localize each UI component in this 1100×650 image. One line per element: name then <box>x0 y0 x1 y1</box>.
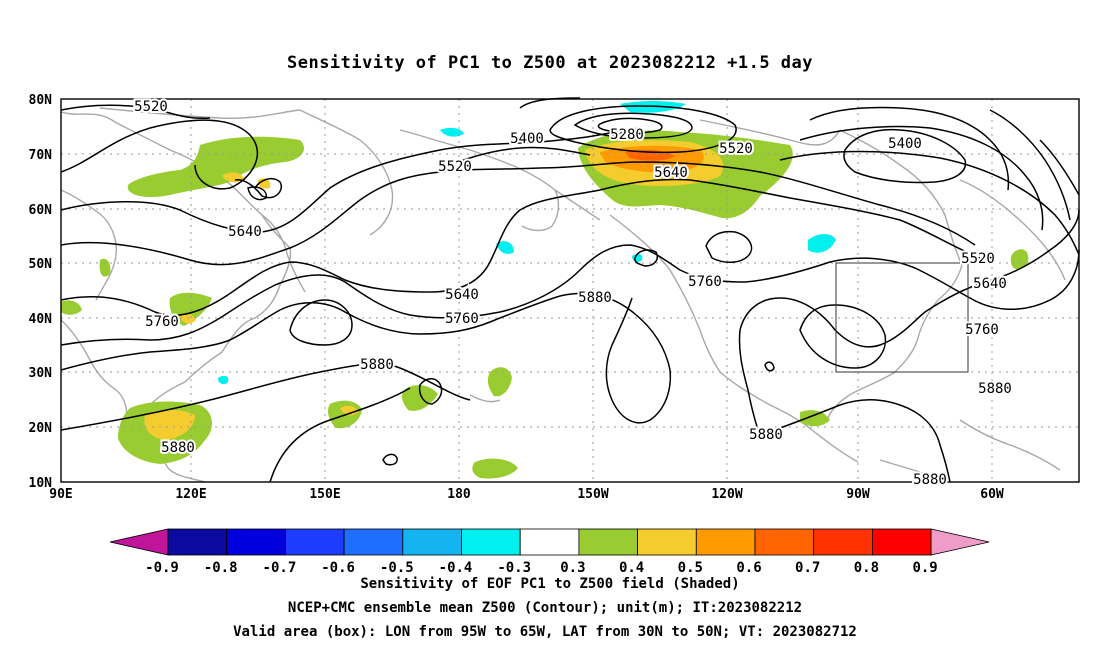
caption-line-1: Sensitivity of EOF PC1 to Z500 field (Sh… <box>360 576 739 592</box>
caption-line-2: NCEP+CMC ensemble mean Z500 (Contour); u… <box>288 600 802 616</box>
shade-cyan-pacific1 <box>440 127 464 137</box>
contour-label: 5400 <box>888 136 922 152</box>
colorbar-tick-label: -0.7 <box>263 560 297 576</box>
colorbar-swatch <box>343 528 404 556</box>
lat-tick-label: 70N <box>29 148 53 163</box>
contour-label: 5520 <box>438 159 472 175</box>
colorbar-labels: -0.9 -0.8 -0.7 -0.6 -0.5 -0.4 -0.3 0.3 0.4 0.5 0.6… <box>145 560 938 576</box>
colorbar-swatch <box>461 528 521 556</box>
shade-cyan-pacific2 <box>496 241 514 254</box>
colorbar-tick-label: -0.3 <box>497 560 531 576</box>
contour-label: 5760 <box>688 274 722 290</box>
lon-tick-label: 180 <box>447 487 471 502</box>
lon-tick-label: 150E <box>309 487 340 502</box>
contour-label: 5880 <box>161 440 195 456</box>
lat-tick-label: 40N <box>29 312 53 327</box>
lon-tick-label: 120W <box>711 487 742 502</box>
lon-tick-label: 90E <box>49 487 72 502</box>
lon-tick-label: 90W <box>846 487 870 502</box>
contour-label: 5400 <box>510 131 544 147</box>
lon-tick-label: 150W <box>577 487 608 502</box>
lon-tick-label: 60W <box>980 487 1004 502</box>
contour-label: 5640 <box>973 276 1007 292</box>
shade-west-green2 <box>61 300 82 315</box>
caption-line-3: Valid area (box): LON from 95W to 65W, L… <box>233 624 857 640</box>
colorbar-tick-label: -0.8 <box>204 560 238 576</box>
colorbar-swatch <box>578 528 639 556</box>
shade-cyan-canada <box>808 234 836 253</box>
colorbar-swatch <box>695 528 756 556</box>
contour-label: 5640 <box>654 165 688 181</box>
shade-west-green <box>99 258 111 277</box>
colorbar-swatch <box>754 528 815 556</box>
contour-label: 5640 <box>445 287 479 303</box>
colorbar-tick-label: -0.5 <box>380 560 414 576</box>
contour-labels: 5520 5400 5280 5520 5520 5640 5400 5640 … <box>132 97 1014 490</box>
contour-label: 5280 <box>610 127 644 143</box>
contour-label: 5520 <box>134 99 168 115</box>
shade-pacific-green4 <box>472 458 518 479</box>
contour-label: 5760 <box>965 322 999 338</box>
colorbar-end-high <box>930 528 990 556</box>
contour-label: 5520 <box>961 251 995 267</box>
colorbar-swatch <box>167 528 228 556</box>
colorbar-swatch <box>519 528 580 556</box>
colorbar-swatch <box>402 528 462 556</box>
z500-contours <box>60 97 1080 483</box>
colorbar-tick-label: 0.6 <box>736 560 761 576</box>
colorbar-swatch <box>284 528 345 556</box>
contour-label: 5760 <box>445 311 479 327</box>
caption: Sensitivity of EOF PC1 to Z500 field (Sh… <box>233 576 857 640</box>
colorbar-tick-label: -0.6 <box>321 560 355 576</box>
shade-pacific-green2 <box>401 385 438 411</box>
map-title: Sensitivity of PC1 to Z500 at 2023082212… <box>287 53 813 73</box>
lat-tick-label: 80N <box>29 93 53 108</box>
map-frame <box>60 98 1080 483</box>
lat-tick-label: 20N <box>29 421 53 436</box>
shade-cyan-small1 <box>218 375 229 385</box>
shade-japan-yellow <box>180 313 196 324</box>
lon-tick-label: 120E <box>175 487 206 502</box>
colorbar-swatch <box>813 528 873 556</box>
colorbar-swatch <box>872 528 932 556</box>
lat-tick-label: 30N <box>29 366 53 381</box>
colorbar <box>109 528 990 556</box>
colorbar-swatch <box>226 528 286 556</box>
shade-pacific-yellow1 <box>340 405 358 416</box>
map-panel <box>60 97 1080 483</box>
colorbar-tick-label: 0.4 <box>619 560 644 576</box>
colorbar-tick-label: 0.8 <box>854 560 879 576</box>
contour-label: 5880 <box>913 472 947 488</box>
colorbar-tick-label: -0.4 <box>439 560 473 576</box>
shade-siberia-green <box>127 136 305 197</box>
lat-tick-label: 10N <box>29 476 53 491</box>
colorbar-tick-label: 0.3 <box>560 560 585 576</box>
colorbar-swatch <box>637 528 697 556</box>
lon-axis: 90E 120E 150E 180 150W 120W 90W 60W <box>49 487 1004 502</box>
colorbar-tick-label: 0.5 <box>678 560 703 576</box>
shade-gulf-green <box>800 410 830 427</box>
colorbar-tick-label: 0.9 <box>912 560 937 576</box>
contour-label: 5880 <box>749 427 783 443</box>
contour-label: 5520 <box>719 141 753 157</box>
colorbar-tick-label: -0.9 <box>145 560 179 576</box>
contour-label: 5760 <box>145 314 179 330</box>
lat-axis: 80N 70N 60N 50N 40N 30N 20N 10N <box>29 93 53 491</box>
shade-pacific-green3 <box>487 367 512 397</box>
contour-label: 5640 <box>228 224 262 240</box>
colorbar-end-low <box>109 528 169 556</box>
coastlines <box>60 107 1066 483</box>
shade-scs-yellow <box>144 409 195 440</box>
contour-label: 5880 <box>578 290 612 306</box>
colorbar-tick-label: 0.7 <box>795 560 820 576</box>
lat-tick-label: 60N <box>29 203 53 218</box>
contour-label: 5880 <box>360 357 394 373</box>
shade-hudson-green <box>1010 249 1029 270</box>
lat-tick-label: 50N <box>29 257 53 272</box>
contour-label: 5880 <box>978 381 1012 397</box>
valid-area-box <box>835 262 969 373</box>
